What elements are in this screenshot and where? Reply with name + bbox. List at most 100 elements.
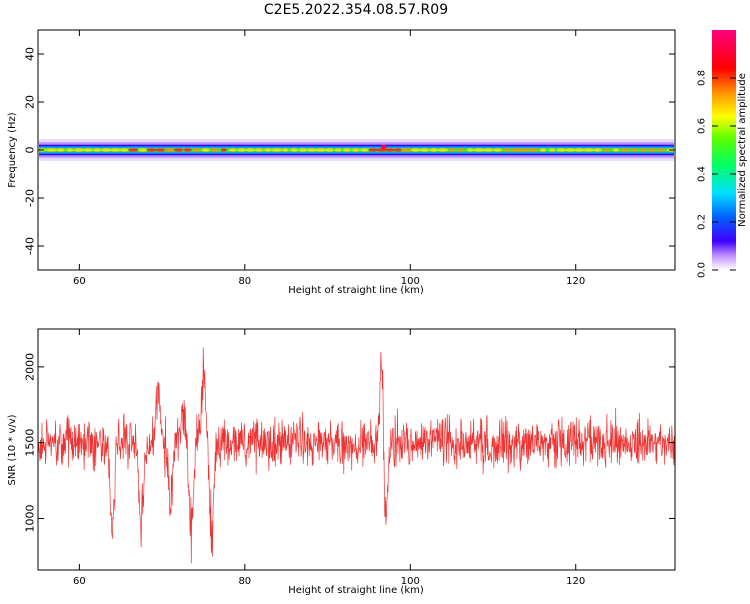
spectrogram-hotspot <box>128 148 139 152</box>
spectrogram-hotspot <box>192 148 201 152</box>
snr-y-label: SNR (10 * v/v) <box>7 414 18 485</box>
spectrogram-hotspot <box>368 148 378 152</box>
spectrogram-y-tick-label: 40 <box>24 47 37 61</box>
snr-x-tick-label: 60 <box>73 576 86 587</box>
spectrogram-hotspot <box>657 148 666 152</box>
spectrogram-hotspot <box>519 148 531 152</box>
spectrogram-hotspot <box>228 148 237 152</box>
spectrogram-hotspot <box>384 148 395 152</box>
spectrogram-hotspot <box>483 148 494 152</box>
spectrogram-panel: 60 80 100 120 -40 -20 0 20 40 Height of straigh… <box>7 29 676 296</box>
spectrogram-x-tick-label: 60 <box>73 276 86 287</box>
spectrogram-hotspot <box>351 148 360 152</box>
snr-panel: 60 80 100 120 1000 1500 2000 Height of straig… <box>7 328 676 596</box>
spectrogram-hotspot <box>155 148 167 152</box>
colorbar-gradient <box>712 30 736 270</box>
spectrogram-hotspot <box>306 148 317 152</box>
spectrogram-hotspot <box>473 148 486 152</box>
spectrogram-x-tick-label: 100 <box>401 276 420 287</box>
spectrogram-y-tick-label: -40 <box>24 237 37 255</box>
spectrogram-hotspot <box>236 148 247 152</box>
spectrogram-hotspot <box>334 148 342 152</box>
spectrogram-hotspot <box>360 148 369 152</box>
spectrogram-y-axis: -40 -20 0 20 40 <box>24 47 675 255</box>
spectrogram-band <box>39 139 675 161</box>
spectrogram-hotspot <box>264 148 272 152</box>
spectrogram-hotspot <box>254 148 264 152</box>
spectrogram-hotspot <box>220 148 227 152</box>
spectrogram-hotspot <box>556 148 567 152</box>
spectrogram-y-tick-label: 20 <box>24 95 37 109</box>
spectrogram-x-tick-label: 120 <box>566 276 585 287</box>
spectrogram-hotspot <box>282 148 289 152</box>
colorbar-ticks: 0.0 0.2 0.4 0.6 0.8 <box>697 70 736 278</box>
snr-series-line <box>37 347 676 564</box>
spectrogram-x-tick-label: 80 <box>238 276 251 287</box>
spectrogram-hotspot <box>298 148 308 152</box>
colorbar-label: Normalized spectral amplitude <box>737 73 748 227</box>
spectrogram-hotspot <box>119 148 130 152</box>
spectrogram-hotspot <box>603 148 611 152</box>
snr-y-tick-label: 1500 <box>24 429 37 457</box>
spectrogram-hotspot <box>45 148 58 152</box>
spectrogram-y-tick-label: -20 <box>24 189 37 207</box>
spectrogram-hotspot <box>56 148 65 152</box>
figure-title: C2E5.2022.354.08.57.R09 <box>264 2 448 18</box>
spectrogram-hotspot <box>375 148 388 152</box>
spectrogram-hotspot <box>100 148 112 152</box>
spectrogram-hotspot <box>393 148 403 152</box>
colorbar-tick-label: 0.0 <box>697 262 708 278</box>
colorbar-tick-label: 0.6 <box>697 118 708 134</box>
colorbar: 0.0 0.2 0.4 0.6 0.8 Normalized spectral ampl… <box>697 30 748 278</box>
spectrogram-x-axis: 60 80 100 120 <box>73 30 585 287</box>
spectrogram-hotspot <box>410 148 421 152</box>
spectrogram-hotspot <box>639 148 647 152</box>
snr-y-tick-label: 2000 <box>24 353 37 381</box>
spectrogram-hotspot <box>647 148 657 152</box>
spectrogram-hotspot <box>73 148 85 152</box>
spectrogram-hotspot <box>466 148 474 152</box>
spectrogram-hotspot <box>540 148 547 152</box>
spectrogram-hotspot <box>66 148 74 152</box>
spectrogram-hotspot <box>612 148 619 152</box>
snr-y-axis: 1000 1500 2000 <box>24 353 675 532</box>
spectrogram-hotspot <box>493 148 502 152</box>
spectrogram-hotspot <box>314 148 327 152</box>
spectrogram-hotspot <box>183 148 192 152</box>
spectrogram-hotspot <box>548 148 556 152</box>
colorbar-tick-label: 0.2 <box>697 214 708 230</box>
snr-y-tick-label: 1000 <box>24 504 37 532</box>
snr-x-tick-label: 100 <box>401 576 420 587</box>
spectrogram-hotspot <box>565 148 576 152</box>
spectrogram-hotspot <box>630 148 638 152</box>
spectrogram-hotspot <box>93 148 102 152</box>
spectrogram-hotspot <box>437 148 449 152</box>
spectrogram-hotspot <box>163 148 176 152</box>
snr-frame <box>37 328 676 571</box>
spectrogram-peak <box>380 144 387 149</box>
spectrogram-hotspot <box>201 148 210 152</box>
spectrogram-hotspot <box>324 148 334 152</box>
spectrogram-hotspot <box>620 148 630 152</box>
spectrogram-hotspot <box>419 148 430 152</box>
spectrogram-hotspot <box>457 148 465 152</box>
spectrogram-hotspot <box>574 148 585 152</box>
spectrogram-hotspot <box>503 148 511 152</box>
spectrogram-hotspot <box>528 148 540 152</box>
snr-x-tick-label: 120 <box>566 576 585 587</box>
spectrogram-hotspot <box>245 148 255 152</box>
spectrogram-hotspot <box>510 148 522 152</box>
spectrogram-hotspot <box>173 148 184 152</box>
spectrogram-y-label: Frequency (Hz) <box>7 112 18 188</box>
spectrogram-hotspot <box>342 148 352 152</box>
colorbar-tick-label: 0.4 <box>697 166 708 182</box>
spectrogram-hotspot <box>137 148 148 152</box>
colorbar-tick-label: 0.8 <box>697 70 708 86</box>
snr-x-tick-label: 80 <box>238 576 251 587</box>
spectrogram-y-tick-label: 0 <box>24 147 37 154</box>
spectrogram-hotspot <box>210 148 220 152</box>
spectrogram-hotspot <box>593 148 602 152</box>
spectrogram-hotspot <box>429 148 438 152</box>
